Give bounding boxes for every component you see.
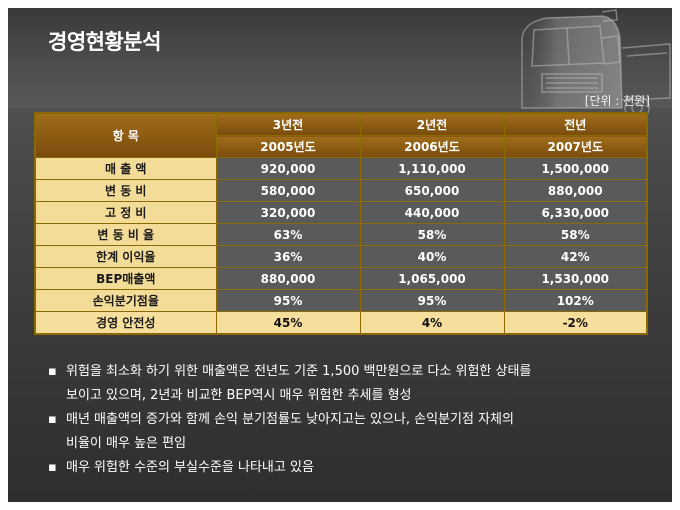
list-item: ▪ 매년 매출액의 증가와 함께 손익 분기점률도 낮아지고는 있으나, 손익분… (46, 408, 656, 456)
table-cell: 650,000 (359, 179, 505, 202)
row-label: 변 동 비 (34, 179, 217, 202)
row-label: 경영 안전성 (34, 311, 217, 335)
table-cell: 880,000 (215, 267, 361, 290)
row-label: 매 출 액 (34, 157, 217, 180)
header-year-2: 2006년도 (359, 135, 505, 158)
table-cell: 1,110,000 (359, 157, 505, 180)
financial-table: 항 목 3년전 2년전 전년 2005년도 2006년도 2007년도 매 출 … (34, 112, 648, 335)
table-cell: 440,000 (359, 201, 505, 224)
table-header-row: 2005년도 2006년도 2007년도 (35, 135, 648, 158)
table-cell: -2% (503, 311, 648, 335)
header-year-3: 2007년도 (503, 135, 648, 158)
table-cell: 95% (215, 289, 361, 312)
table-row: 변 동 비 580,000 650,000 880,000 (34, 179, 648, 202)
bullet-text: 보이고 있으며, 2년과 비교한 BEP역시 매우 위험한 추세를 형성 (66, 388, 412, 403)
bullet-text: 매우 위험한 수준의 부실수준을 나타내고 있음 (66, 460, 314, 475)
table-header-row: 항 목 3년전 2년전 전년 (34, 112, 648, 158)
row-label: 변 동 비 율 (34, 223, 217, 246)
list-item: ▪ 위험을 최소화 하기 위한 매출액은 전년도 기준 1,500 백만원으로 … (46, 360, 656, 408)
table-cell: 1,065,000 (359, 267, 505, 290)
square-bullet-icon: ▪ (48, 412, 57, 427)
slide: 경영현황분석 [단위 : 천원] 항 목 3년전 2년전 전년 2005년도 2… (8, 8, 672, 502)
table-cell: 58% (503, 223, 648, 246)
table-cell: 320,000 (215, 201, 361, 224)
analysis-bullets: ▪ 위험을 최소화 하기 위한 매출액은 전년도 기준 1,500 백만원으로 … (46, 360, 656, 480)
bullet-text: 비율이 매우 높은 편임 (66, 436, 187, 451)
page-title: 경영현황분석 (48, 30, 161, 54)
list-item: ▪ 매우 위험한 수준의 부실수준을 나타내고 있음 (46, 456, 656, 480)
table-cell: 920,000 (215, 157, 361, 180)
table-cell: 1,500,000 (503, 157, 648, 180)
row-label: 고 정 비 (34, 201, 217, 224)
table-cell: 36% (215, 245, 361, 268)
header-year-1: 2005년도 (215, 135, 361, 158)
square-bullet-icon: ▪ (48, 364, 57, 379)
table-row: 경영 안전성 45% 4% -2% (34, 311, 648, 335)
header-period-1: 3년전 (215, 112, 361, 136)
truck-illustration (521, 9, 671, 121)
table-cell: 580,000 (215, 179, 361, 202)
table-row: 매 출 액 920,000 1,110,000 1,500,000 (34, 157, 648, 180)
table-cell: 1,530,000 (503, 267, 648, 290)
header-period-2: 2년전 (359, 112, 505, 136)
row-label: 손익분기점율 (34, 289, 217, 312)
row-label: BEP매출액 (34, 267, 217, 290)
square-bullet-icon: ▪ (48, 460, 57, 475)
table-cell: 45% (215, 311, 361, 335)
bullet-text: 매년 매출액의 증가와 함께 손익 분기점률도 낮아지고는 있으나, 손익분기점… (66, 412, 514, 427)
unit-label: [단위 : 천원] (584, 94, 650, 108)
header-period-3: 전년 (503, 112, 648, 136)
table-cell: 102% (503, 289, 648, 312)
table-cell: 6,330,000 (503, 201, 648, 224)
table-cell: 58% (359, 223, 505, 246)
table-cell: 63% (215, 223, 361, 246)
row-label: 한계 이익율 (34, 245, 217, 268)
bullet-text: 위험을 최소화 하기 위한 매출액은 전년도 기준 1,500 백만원으로 다소… (66, 364, 532, 379)
table-cell: 880,000 (503, 179, 648, 202)
table-row: BEP매출액 880,000 1,065,000 1,530,000 (34, 267, 648, 290)
table-cell: 40% (359, 245, 505, 268)
header-item-label: 항 목 (34, 112, 217, 158)
table-row: 변 동 비 율 63% 58% 58% (34, 223, 648, 246)
table-row: 손익분기점율 95% 95% 102% (34, 289, 648, 312)
table-row: 고 정 비 320,000 440,000 6,330,000 (34, 201, 648, 224)
table-row: 한계 이익율 36% 40% 42% (34, 245, 648, 268)
table-cell: 95% (359, 289, 505, 312)
table-cell: 4% (359, 311, 505, 335)
table-cell: 42% (503, 245, 648, 268)
